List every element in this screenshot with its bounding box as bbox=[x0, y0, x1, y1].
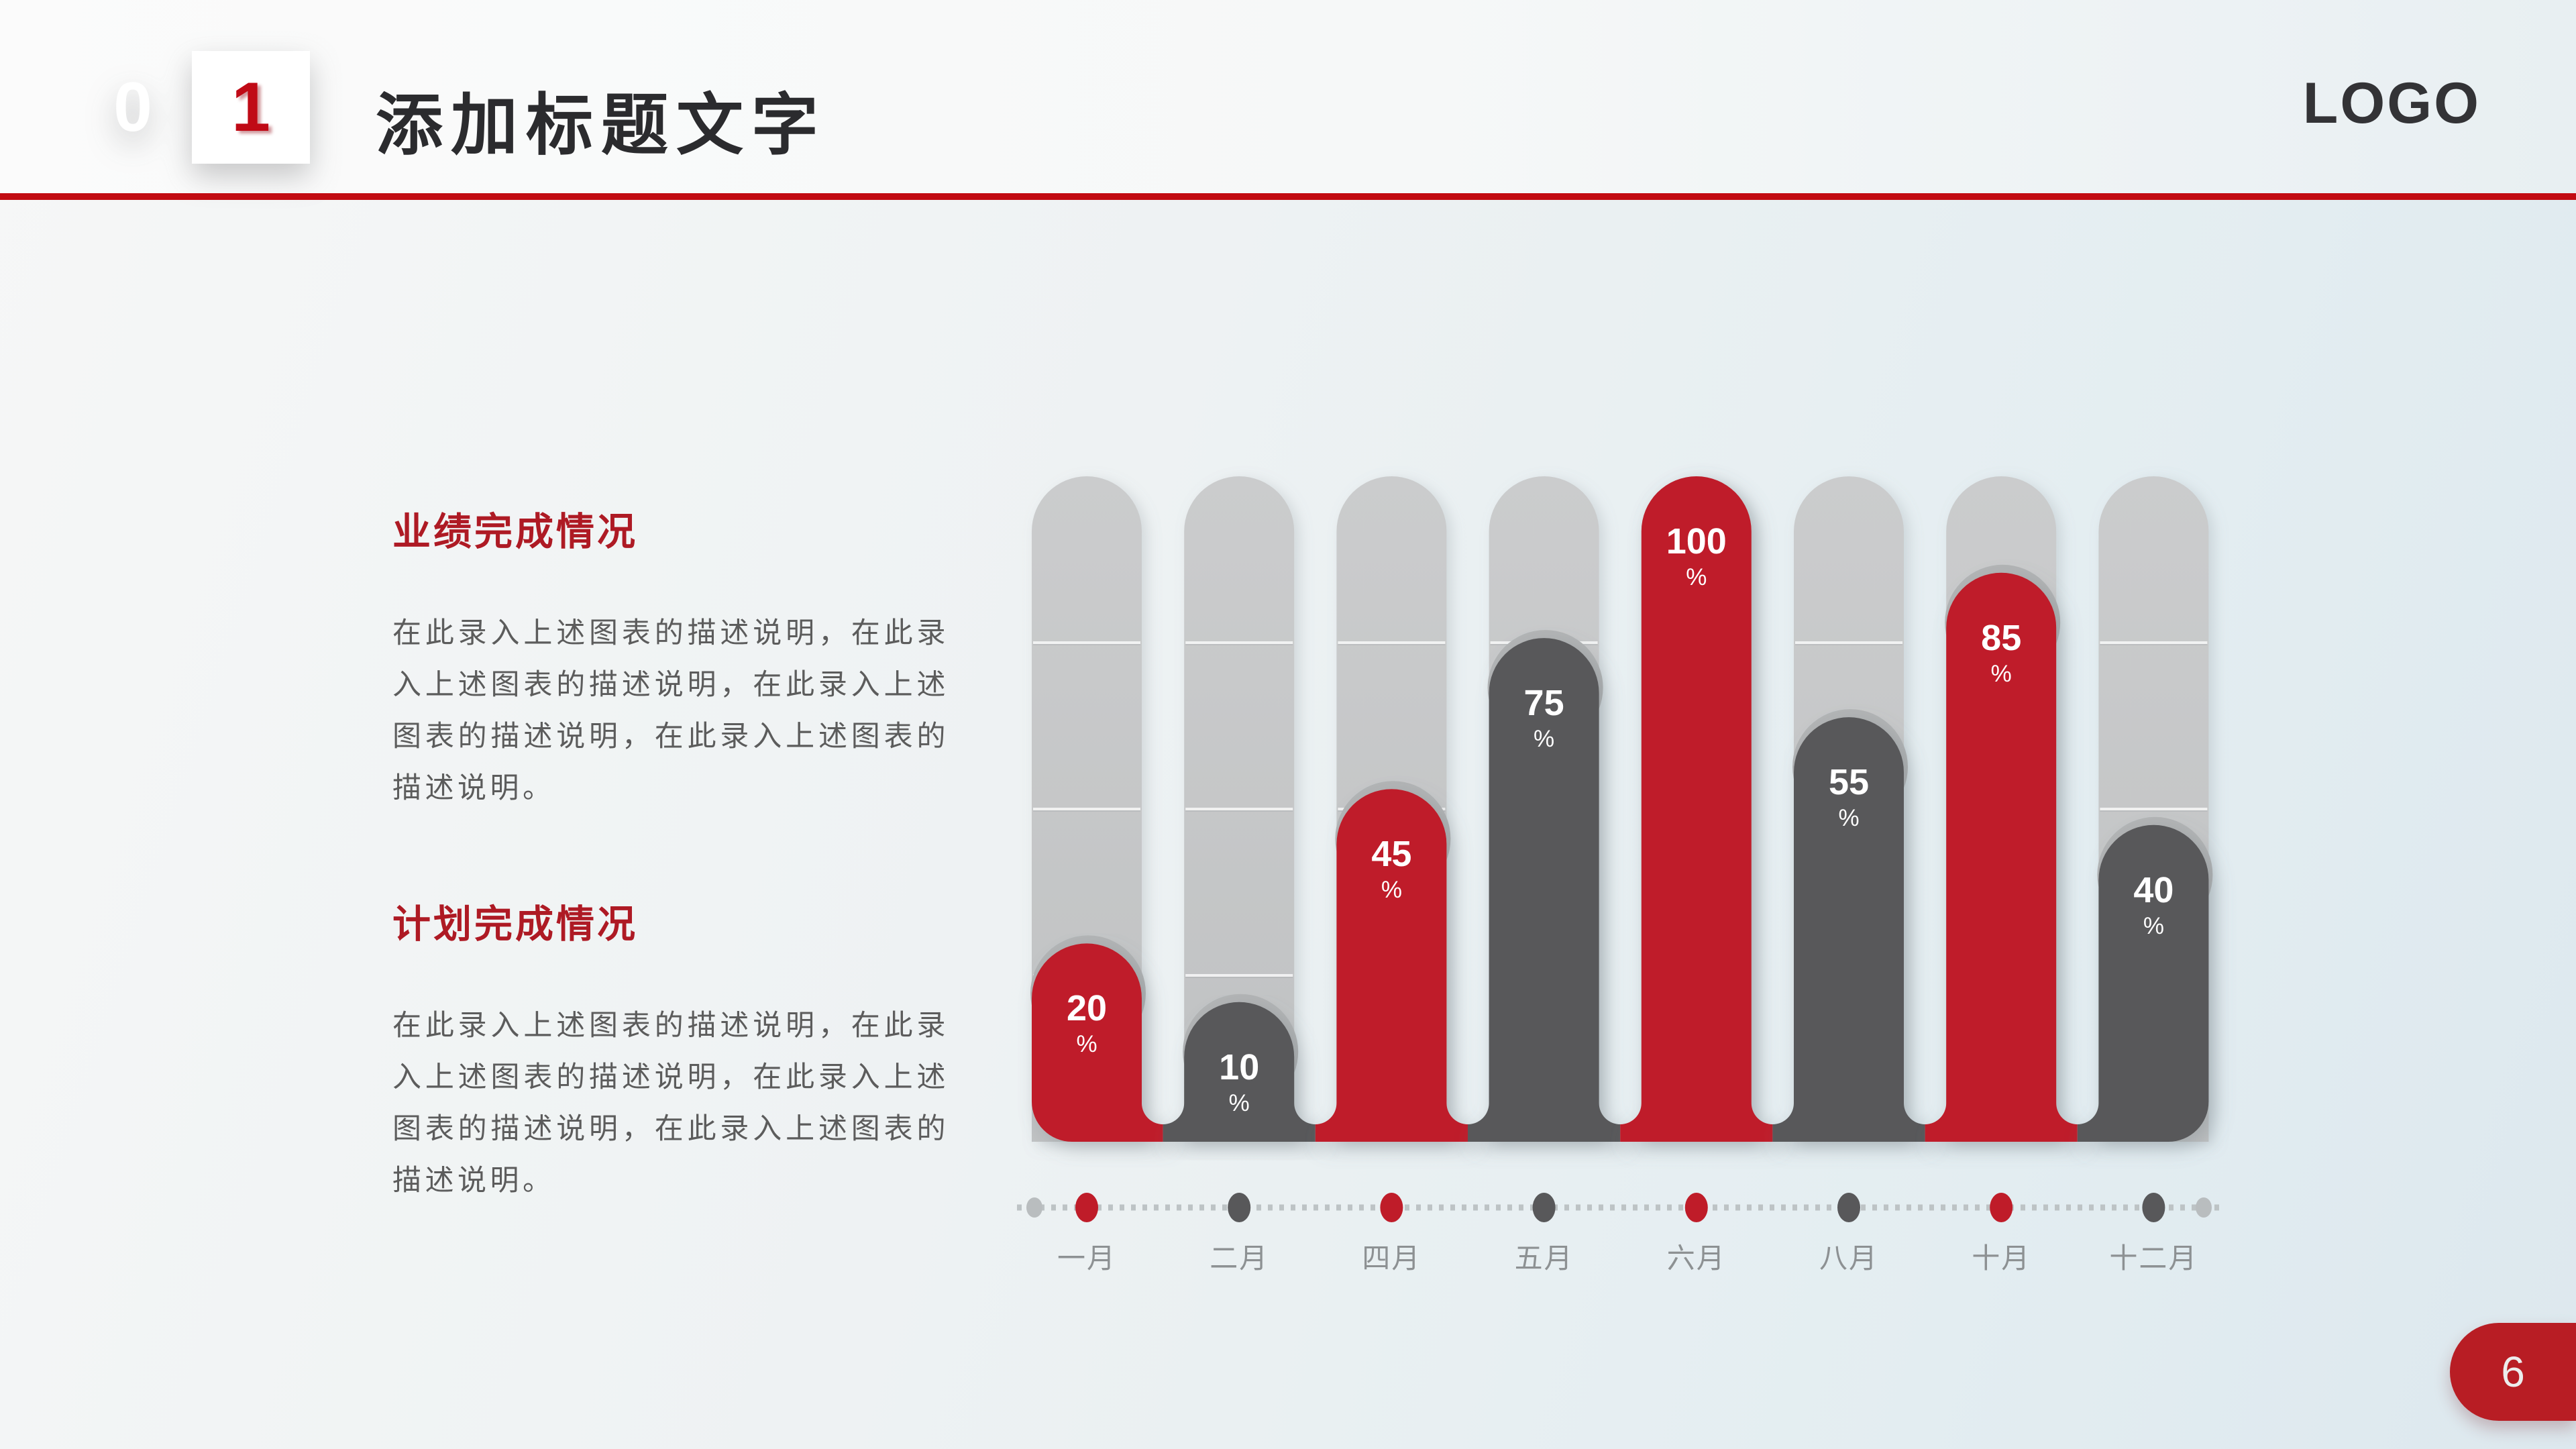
axis-month-label: 一月 bbox=[1057, 1242, 1116, 1274]
section-number-badge: 0 1 bbox=[74, 51, 310, 164]
axis-month-label: 五月 bbox=[1515, 1242, 1574, 1274]
header-divider-line bbox=[0, 193, 2576, 200]
bar-fill bbox=[1315, 789, 1468, 1142]
bar-fill bbox=[1620, 476, 1773, 1142]
bar-fill bbox=[1925, 572, 2078, 1142]
bar-value-label: 10 bbox=[1219, 1047, 1259, 1087]
bar-unit-label: % bbox=[1076, 1031, 1097, 1057]
axis-month-label: 十二月 bbox=[2109, 1242, 2198, 1274]
bar-value-label: 100 bbox=[1666, 521, 1727, 561]
bar-fill bbox=[1468, 638, 1621, 1142]
badge-digit-zero: 0 bbox=[113, 68, 152, 146]
bar-column: 75% 五月 bbox=[1468, 476, 1621, 1274]
axis-dot bbox=[1532, 1193, 1556, 1222]
bar-value-label: 75 bbox=[1524, 683, 1564, 723]
bar-column: 40% 十二月 bbox=[2077, 476, 2213, 1274]
page-title: 添加标题文字 bbox=[376, 88, 826, 163]
axis-month-label: 十月 bbox=[1972, 1242, 2031, 1274]
section-heading: 业绩完成情况 bbox=[392, 511, 638, 553]
logo-text: LOGO bbox=[2302, 71, 2481, 136]
axis-dot bbox=[1075, 1193, 1098, 1222]
bar-unit-label: % bbox=[1229, 1090, 1250, 1116]
axis-end-dot bbox=[2196, 1197, 2212, 1218]
axis-month-label: 四月 bbox=[1362, 1242, 1421, 1274]
bar-unit-label: % bbox=[1686, 564, 1707, 590]
section-body: 在此录入上述图表的描述说明，在此录入上述图表的描述说明，在此录入上述图表的描述说… bbox=[392, 1010, 949, 1197]
page-number-badge: 6 bbox=[2450, 1323, 2576, 1421]
axis-end-dot bbox=[1026, 1197, 1042, 1218]
bar-column: 85% 十月 bbox=[1925, 476, 2078, 1274]
bar-column: 10% 二月 bbox=[1163, 476, 1316, 1274]
bar-value-label: 40 bbox=[2133, 870, 2174, 910]
axis-dot bbox=[1380, 1193, 1403, 1222]
axis-dot bbox=[1837, 1193, 1860, 1222]
axis-dot bbox=[1990, 1193, 2013, 1222]
bar-chart: 20% 一月 10% 二月 45% 四月 75% 五月 100% 六月 55% 八月 85% 十月 40% 十… bbox=[1004, 463, 2238, 1295]
section-performance: 业绩完成情况 在此录入上述图表的描述说明，在此录入上述图表的描述说明，在此录入上… bbox=[392, 508, 949, 814]
axis-dot bbox=[2142, 1193, 2165, 1222]
axis-month-label: 二月 bbox=[1210, 1242, 1269, 1274]
bar-unit-label: % bbox=[1838, 805, 1859, 831]
bar-unit-label: % bbox=[2143, 913, 2164, 939]
bar-value-label: 85 bbox=[1981, 618, 2021, 658]
bar-fill bbox=[1772, 717, 1925, 1142]
bar-unit-label: % bbox=[1991, 661, 2012, 687]
bar-value-label: 20 bbox=[1067, 988, 1107, 1028]
section-body: 在此录入上述图表的描述说明，在此录入上述图表的描述说明，在此录入上述图表的描述说… bbox=[392, 617, 949, 804]
axis-month-label: 六月 bbox=[1667, 1242, 1726, 1274]
bar-fill bbox=[1163, 1002, 1316, 1142]
bar-column: 45% 四月 bbox=[1315, 476, 1468, 1274]
bar-fill bbox=[2077, 824, 2209, 1142]
bar-column: 55% 八月 bbox=[1772, 476, 1925, 1274]
bar-unit-label: % bbox=[1534, 726, 1554, 752]
badge-digit-one: 1 bbox=[192, 51, 310, 164]
header-band: 0 1 添加标题文字 LOGO bbox=[0, 0, 2576, 193]
bar-unit-label: % bbox=[1381, 877, 1402, 903]
section-plan: 计划完成情况 在此录入上述图表的描述说明，在此录入上述图表的描述说明，在此录入上… bbox=[392, 901, 949, 1207]
bar-column: 20% 一月 bbox=[1030, 476, 1163, 1274]
bar-column: 100% 六月 bbox=[1620, 476, 1773, 1274]
section-heading: 计划完成情况 bbox=[392, 903, 638, 946]
axis-month-label: 八月 bbox=[1819, 1242, 1878, 1274]
bar-fill bbox=[1032, 943, 1163, 1142]
bar-value-label: 45 bbox=[1371, 834, 1411, 874]
axis-dot bbox=[1228, 1193, 1251, 1222]
bar-chart-svg: 20% 一月 10% 二月 45% 四月 75% 五月 100% 六月 55% 八月 85% 十月 40% 十… bbox=[1017, 476, 2219, 1274]
bar-value-label: 55 bbox=[1829, 762, 1869, 802]
axis-dot bbox=[1684, 1193, 1708, 1222]
